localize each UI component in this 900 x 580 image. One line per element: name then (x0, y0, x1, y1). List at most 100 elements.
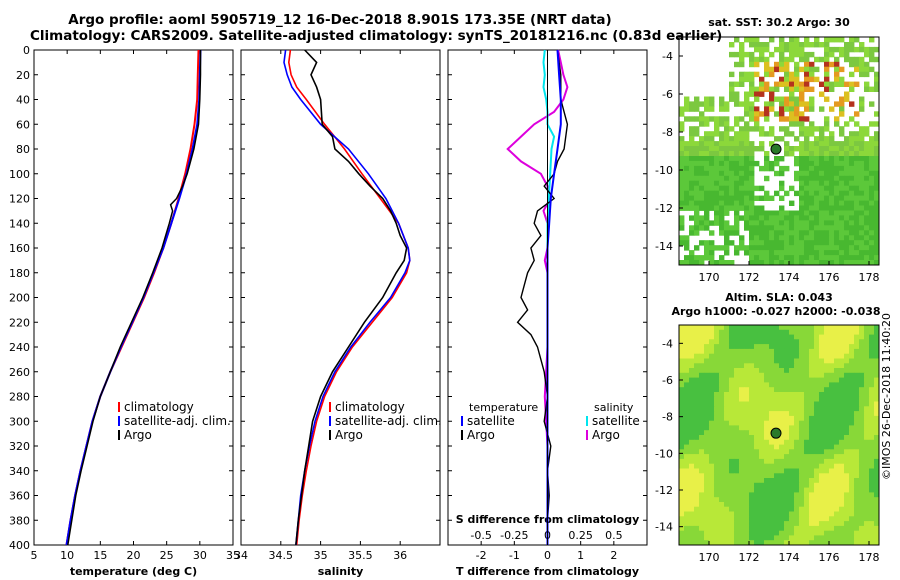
map-cell (709, 175, 715, 182)
map-cell (834, 56, 840, 63)
map-cell (789, 250, 795, 256)
map-cell (769, 325, 775, 331)
map-cell (739, 101, 745, 107)
map-cell (859, 131, 865, 137)
map-cell (729, 406, 735, 412)
map-cell (854, 415, 860, 422)
map-cell (844, 329, 850, 335)
map-cell (864, 430, 870, 436)
map-cell (709, 353, 715, 359)
map-cell (749, 392, 755, 398)
map-cell (859, 502, 865, 508)
map-cell (764, 502, 770, 508)
map-cell (809, 502, 815, 508)
map-cell (819, 131, 825, 137)
map-cell (729, 382, 735, 388)
map-cell (839, 396, 845, 402)
map-cell (849, 392, 855, 398)
map-cell (819, 387, 825, 393)
map-cell (754, 468, 760, 474)
map-cell (789, 478, 795, 484)
map-cell (734, 449, 740, 455)
map-cell (809, 160, 815, 167)
map-cell (854, 325, 860, 331)
map-cell (779, 372, 785, 378)
map-cell (819, 468, 825, 474)
map-cell (829, 502, 835, 508)
map-cell (874, 454, 880, 460)
map-cell (834, 81, 840, 87)
map-cell (839, 195, 845, 201)
map-cell (724, 411, 730, 417)
map-cell (809, 439, 815, 445)
map-cell (774, 458, 780, 465)
map-cell (679, 430, 685, 436)
map-cell (764, 401, 770, 407)
map-cell (804, 396, 810, 402)
map-cell (704, 377, 710, 383)
map-cell (869, 240, 875, 246)
map-cell (694, 146, 700, 152)
map-y-tick-label: -8 (662, 126, 673, 139)
map-cell (799, 325, 805, 331)
map-cell (684, 521, 690, 527)
map-cell (739, 71, 745, 78)
map-cell (834, 141, 840, 147)
map-cell (859, 235, 865, 241)
map-cell (869, 473, 875, 479)
map-cell (784, 215, 790, 221)
map-cell (804, 141, 810, 147)
map-cell (729, 482, 735, 488)
map-cell (724, 101, 730, 107)
map-cell (814, 473, 820, 479)
map-cell (739, 165, 745, 172)
map-cell (849, 530, 855, 536)
map-cell (794, 230, 800, 236)
map-cell (734, 535, 740, 541)
map-cell (709, 190, 715, 197)
map-cell (759, 430, 765, 436)
x-tick-label: 0 (544, 549, 551, 562)
map-cell (804, 377, 810, 383)
y-tick-label: 360 (9, 490, 30, 503)
map-cell (689, 334, 695, 340)
map-cell (799, 170, 805, 177)
map-cell (819, 377, 825, 383)
map-cell (709, 502, 715, 508)
map-cell (749, 81, 755, 87)
map-cell (874, 392, 880, 398)
map-cell (779, 521, 785, 527)
sla-map-subtitle: Argo h1000: -0.027 h2000: -0.038 (671, 305, 880, 318)
map-cell (829, 185, 835, 192)
map-cell (794, 478, 800, 484)
map-cell (729, 160, 735, 167)
map-cell (704, 106, 710, 112)
map-cell (799, 200, 805, 206)
map-cell (859, 56, 865, 63)
map-cell (689, 225, 695, 231)
map-cell (799, 396, 805, 402)
map-cell (699, 368, 705, 374)
map-cell (689, 348, 695, 355)
map-cell (859, 368, 865, 374)
map-cell (764, 420, 770, 426)
map-cell (774, 334, 780, 340)
map-cell (694, 377, 700, 383)
map-cell (814, 377, 820, 383)
map-cell (699, 525, 705, 532)
map-cell (799, 525, 805, 532)
map-cell (849, 444, 855, 450)
map-cell (764, 358, 770, 364)
map-cell (704, 121, 710, 127)
map-cell (684, 478, 690, 484)
map-cell (789, 463, 795, 469)
map-cell (844, 516, 850, 522)
map-cell (774, 372, 780, 378)
map-cell (869, 502, 875, 508)
map-cell (859, 425, 865, 431)
map-cell (774, 406, 780, 412)
map-cell (739, 215, 745, 221)
map-cell (804, 502, 810, 508)
map-cell (729, 91, 735, 97)
map-cell (714, 180, 720, 187)
